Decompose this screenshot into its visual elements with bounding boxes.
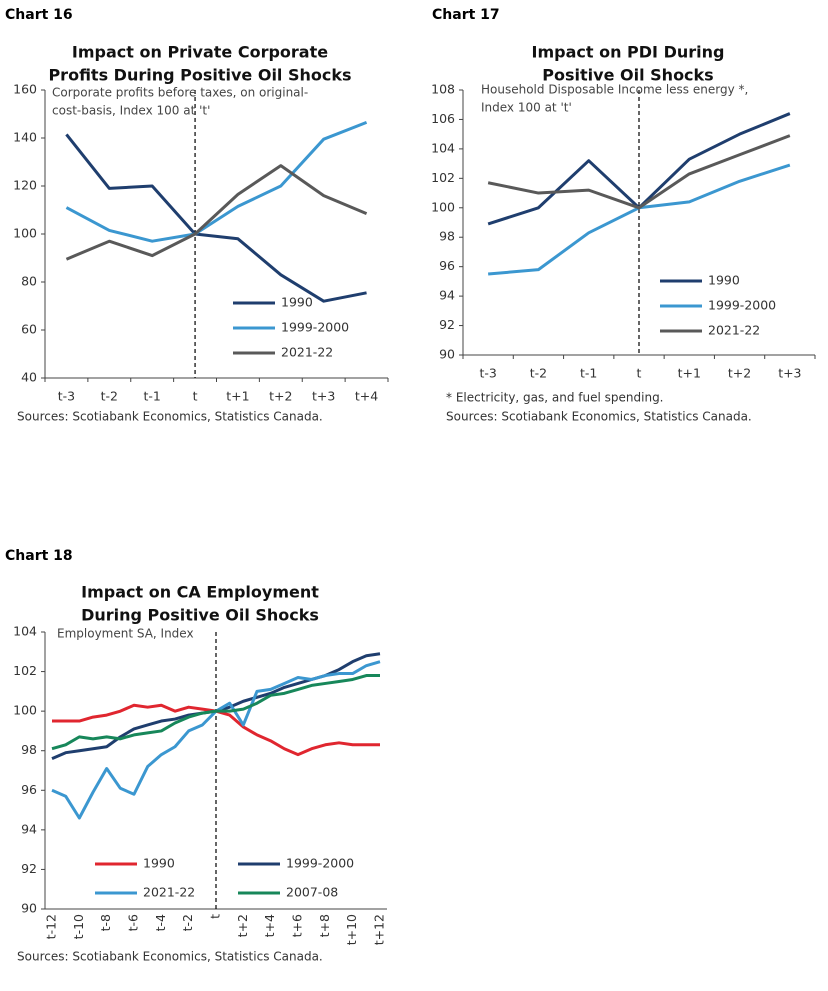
- legend-label: 2021-22: [143, 885, 195, 900]
- y-tick-label: 94: [439, 288, 455, 303]
- series-line: [65, 121, 368, 243]
- y-tick-label: 100: [13, 703, 37, 718]
- chart: Chart 16 Impact on Private Corporate Profi…: [5, 7, 389, 424]
- y-tick-label: 104: [431, 140, 455, 155]
- chart-title: Positive Oil Shocks: [542, 66, 713, 85]
- x-tick-label: t-12: [44, 914, 59, 939]
- y-tick-label: 98: [21, 742, 37, 757]
- chart-title: During Positive Oil Shocks: [81, 606, 319, 625]
- x-tick-label: t+12: [372, 914, 387, 945]
- x-tick-label: t+10: [344, 914, 359, 945]
- y-tick-label: 90: [439, 347, 455, 362]
- subtitle: cost-basis, Index 100 at 't': [52, 104, 210, 118]
- source: Sources: Scotiabank Economics, Statistic…: [17, 410, 323, 424]
- x-tick-label: t+1: [226, 389, 249, 404]
- chart-label: Chart 17: [432, 7, 500, 23]
- y-tick-label: 90: [21, 901, 37, 916]
- x-tick-label: t+2: [269, 389, 292, 404]
- x-tick-label: t-1: [580, 366, 597, 381]
- x-tick-label: t-3: [58, 389, 75, 404]
- y-tick-label: 98: [439, 229, 455, 244]
- x-tick-label: t+8: [317, 914, 332, 937]
- legend-label: 1999-2000: [708, 298, 776, 313]
- y-tick-label: 104: [13, 624, 37, 639]
- x-tick-label: t-2: [180, 914, 195, 931]
- x-tick-label: t-4: [153, 914, 168, 931]
- x-tick-label: t+2: [728, 366, 751, 381]
- subtitle: Corporate profits before taxes, on origi…: [52, 86, 308, 100]
- legend-label: 2007-08: [286, 885, 338, 900]
- chart-title: Impact on CA Employment: [81, 583, 319, 602]
- chart: Chart 17 Impact on PDI During Positive Oil…: [431, 7, 816, 424]
- x-tick-label: t+4: [262, 914, 277, 937]
- x-tick-label: t+2: [235, 914, 250, 937]
- x-tick-label: t-2: [530, 366, 547, 381]
- series-line: [65, 164, 368, 261]
- y-tick-label: 108: [431, 82, 455, 97]
- y-tick-label: 100: [13, 226, 37, 241]
- chart-label: Chart 16: [5, 7, 73, 23]
- y-tick-label: 106: [431, 111, 455, 126]
- x-tick-label: t: [637, 366, 642, 381]
- x-tick-label: t+6: [290, 914, 305, 937]
- footnote: * Electricity, gas, and fuel spending.: [446, 391, 664, 405]
- y-tick-label: 160: [13, 82, 37, 97]
- y-tick-label: 40: [21, 370, 37, 385]
- chart-label: Chart 18: [5, 548, 73, 564]
- source: Sources: Scotiabank Economics, Statistic…: [446, 410, 752, 424]
- source: Sources: Scotiabank Economics, Statistic…: [17, 950, 323, 964]
- x-tick-label: t+1: [678, 366, 701, 381]
- legend-label: 1990: [708, 273, 740, 288]
- x-tick-label: t: [208, 914, 223, 919]
- x-tick-label: t-8: [98, 914, 113, 931]
- x-tick-label: t+3: [312, 389, 335, 404]
- y-tick-label: 102: [13, 663, 37, 678]
- subtitle: Index 100 at 't': [481, 101, 572, 115]
- chart-title: Profits During Positive Oil Shocks: [48, 66, 351, 85]
- legend-label: 2021-22: [708, 323, 760, 338]
- x-tick-label: t: [193, 389, 198, 404]
- y-tick-label: 120: [13, 178, 37, 193]
- x-tick-label: t-6: [126, 914, 141, 931]
- legend-label: 1999-2000: [286, 856, 354, 871]
- x-tick-label: t+4: [355, 389, 378, 404]
- y-tick-label: 80: [21, 274, 37, 289]
- x-tick-label: t-2: [101, 389, 118, 404]
- subtitle: Employment SA, Index: [57, 627, 194, 641]
- y-tick-label: 94: [21, 821, 37, 836]
- x-tick-label: t-3: [479, 366, 496, 381]
- y-tick-label: 60: [21, 322, 37, 337]
- y-tick-label: 100: [431, 199, 455, 214]
- x-tick-label: t-1: [144, 389, 161, 404]
- chart-title: Impact on PDI During: [532, 43, 725, 62]
- legend-label: 1990: [281, 295, 313, 310]
- legend-label: 1999-2000: [281, 320, 349, 335]
- y-tick-label: 102: [431, 170, 455, 185]
- series-line: [65, 133, 367, 303]
- legend-label: 2021-22: [281, 345, 333, 360]
- series-line: [51, 674, 380, 751]
- y-tick-label: 92: [21, 861, 37, 876]
- y-tick-label: 96: [21, 782, 37, 797]
- y-tick-label: 140: [13, 130, 37, 145]
- y-tick-label: 96: [439, 258, 455, 273]
- legend-label: 1990: [143, 856, 175, 871]
- subtitle: Household Disposable Income less energy …: [481, 83, 748, 97]
- chart-title: Impact on Private Corporate: [72, 43, 328, 62]
- x-tick-label: t+3: [778, 366, 801, 381]
- series-line: [487, 134, 791, 210]
- x-tick-label: t-10: [71, 914, 86, 939]
- chart: Chart 18 Impact on CA Employment During Po…: [5, 548, 387, 964]
- y-tick-label: 92: [439, 317, 455, 332]
